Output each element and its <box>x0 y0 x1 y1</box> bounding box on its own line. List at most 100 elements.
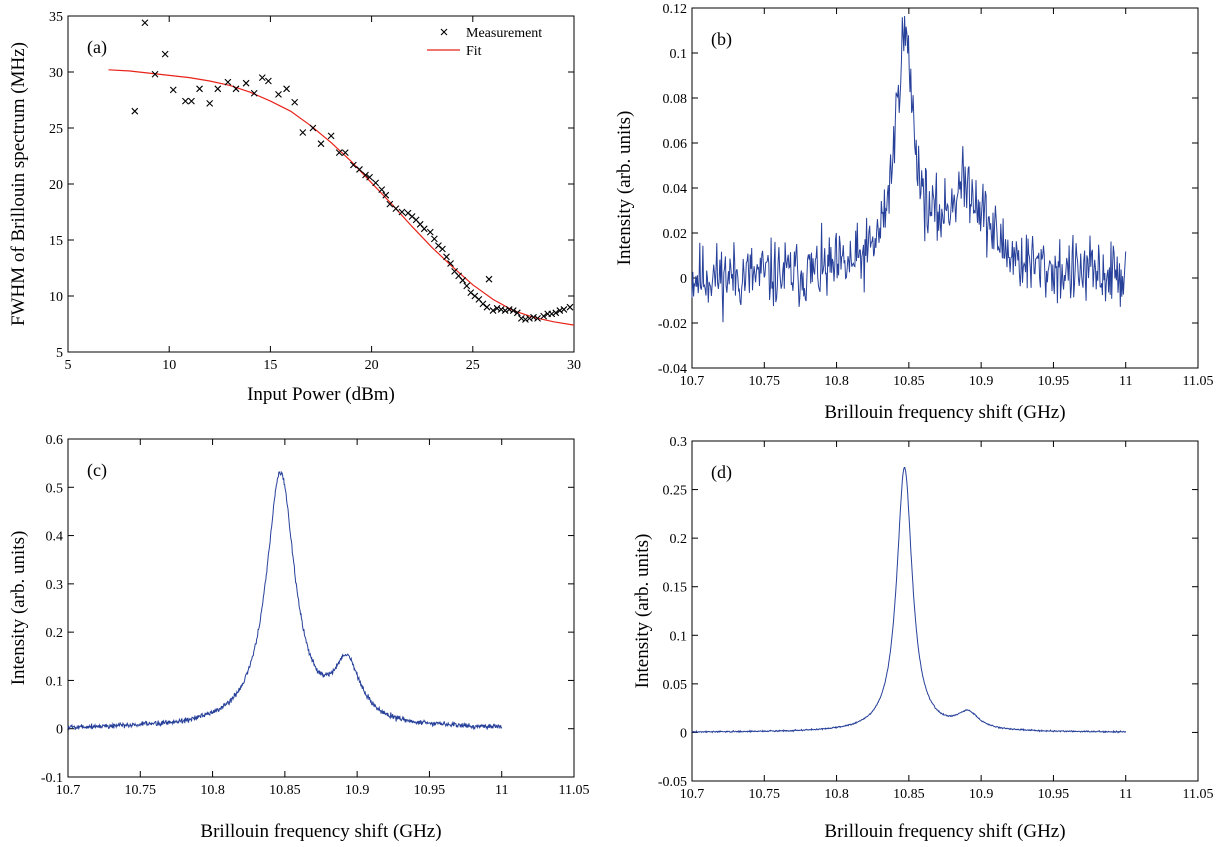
measurement-point <box>509 307 517 314</box>
measurement-point <box>392 205 400 213</box>
measurement-point <box>497 306 505 313</box>
y-tick-label: 0.06 <box>663 137 688 152</box>
y-tick-label: 0.08 <box>663 92 688 107</box>
measurement-point <box>522 316 529 323</box>
x-tick-label: 11.05 <box>559 783 590 798</box>
measurement-point <box>483 303 491 311</box>
panel-label: (a) <box>87 37 107 58</box>
measurement-point <box>341 149 349 157</box>
measurement-point <box>493 304 501 312</box>
x-tick-label: 10.9 <box>969 374 994 389</box>
y-tick-label: 25 <box>49 122 63 137</box>
y-tick-label: -0.1 <box>41 771 63 786</box>
measurement-point <box>182 97 189 105</box>
y-tick-label: 15 <box>49 234 63 249</box>
measurement-point <box>566 303 574 311</box>
y-tick-label: 0 <box>56 723 63 738</box>
spectrum-line <box>67 470 503 731</box>
legend-fit: Fit <box>427 44 482 59</box>
x-tick-label: 11.05 <box>1183 374 1214 389</box>
x-tick-label: 10.75 <box>749 374 781 389</box>
measurement-point <box>556 307 564 314</box>
measurement-point <box>513 309 521 317</box>
plot-frame <box>691 440 1199 782</box>
measurement-point <box>188 97 195 105</box>
x-tick-label: 10.7 <box>680 374 705 389</box>
x-tick-label: 20 <box>365 358 379 373</box>
measurement-point <box>356 166 363 173</box>
measurement-point <box>258 74 266 81</box>
measurement-point <box>489 307 497 314</box>
measurement-point <box>275 91 282 98</box>
x-tick-label: 10.85 <box>893 787 925 802</box>
measurement-point <box>161 50 169 58</box>
y-tick-label: 0.15 <box>663 581 688 596</box>
y-tick-label: 0.12 <box>663 2 688 17</box>
measurement-point <box>382 191 390 199</box>
x-tick-label: 10.7 <box>680 787 705 802</box>
measurement-point <box>534 315 541 322</box>
measurement-point <box>291 98 299 106</box>
y-axis-label: Intensity (arb. units) <box>614 111 635 266</box>
measurement-point <box>430 235 438 243</box>
fit-line <box>108 69 575 326</box>
measurement-point <box>459 276 467 284</box>
measurement-point <box>317 140 325 148</box>
measurement-point <box>141 19 149 27</box>
x-tick-label: 10.8 <box>200 783 225 798</box>
measurement-point <box>264 77 272 85</box>
measurement-point <box>206 99 214 107</box>
y-tick-label: -0.05 <box>658 775 687 790</box>
measurement-point <box>196 85 203 93</box>
spectrum-line <box>691 467 1127 734</box>
y-tick-label: 0.3 <box>670 435 688 450</box>
measurement-point <box>242 79 250 87</box>
x-tick-label: 11.05 <box>1183 787 1214 802</box>
x-tick-label: 10.75 <box>125 783 157 798</box>
measurement-point <box>517 315 525 322</box>
x-tick-label: 10 <box>162 358 176 373</box>
x-tick-label: 10.85 <box>893 374 925 389</box>
measurement-point <box>548 310 556 318</box>
x-tick-label: 30 <box>567 358 581 373</box>
y-tick-label: 35 <box>49 10 63 25</box>
panel-a: 5 10 15 20 25 30 5 10 15 20 25 30 35 Input Power (dBm… <box>8 10 581 405</box>
measurement-point <box>398 208 406 216</box>
x-tick-label: 10.7 <box>56 783 81 798</box>
measurement-point <box>505 306 513 313</box>
measurement-point <box>463 282 471 290</box>
measurement-point <box>151 70 159 78</box>
x-tick-label: 15 <box>263 358 277 373</box>
x-tick-label: 10.8 <box>824 374 849 389</box>
x-tick-label: 10.85 <box>269 783 301 798</box>
measurement-point <box>540 312 548 320</box>
measurement-point <box>335 149 343 157</box>
x-axis-label: Brillouin frequency shift (GHz) <box>824 402 1065 423</box>
measurement-point <box>366 173 373 181</box>
measurement-point <box>485 275 493 283</box>
panel-label: (c) <box>87 460 107 481</box>
y-tick-label: 0 <box>680 726 687 741</box>
y-axis-label: FWHM of Brillouin spectrum (MHz) <box>8 42 29 326</box>
measurement-point <box>372 179 380 187</box>
measurement-point <box>378 186 386 193</box>
y-tick-label: 0.1 <box>46 674 64 689</box>
measurement-point <box>169 86 177 94</box>
measurement-point <box>530 313 537 321</box>
y-tick-label: -0.02 <box>658 317 687 332</box>
measurement-point <box>443 253 450 261</box>
y-tick-label: 0.5 <box>46 481 64 496</box>
measurement-point <box>214 85 222 93</box>
x-tick-label: 11 <box>1119 787 1132 802</box>
measurement-point <box>362 171 369 179</box>
x-tick-label: 11 <box>1119 374 1132 389</box>
x-tick-label: 10.8 <box>824 787 849 802</box>
x-axis-label: Brillouin frequency shift (GHz) <box>824 821 1065 842</box>
legend-label: Fit <box>466 44 482 59</box>
panel-label: (d) <box>711 462 732 483</box>
y-tick-label: 0.25 <box>663 484 688 499</box>
x-axis-label: Input Power (dBm) <box>247 384 395 405</box>
y-tick-label: 0.1 <box>670 47 688 62</box>
y-tick-label: 30 <box>49 66 63 81</box>
